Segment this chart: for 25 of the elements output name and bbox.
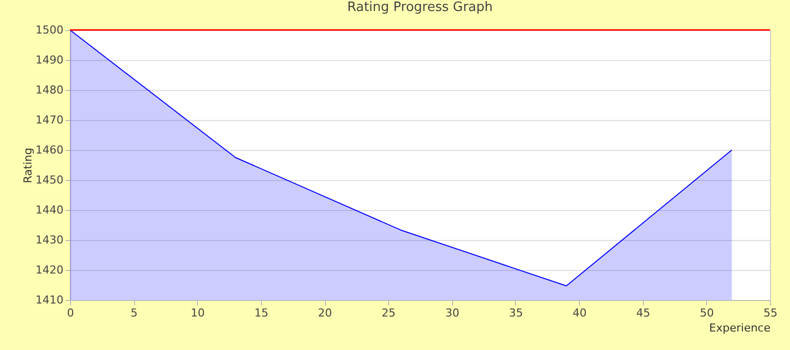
x-tick-label: 20 xyxy=(318,306,332,320)
x-tick-label: 50 xyxy=(700,306,714,320)
y-tick-label: 1450 xyxy=(36,174,64,186)
x-axis-title: Experience xyxy=(709,322,771,334)
x-tick-label: 35 xyxy=(508,306,523,320)
y-tick-label: 1440 xyxy=(36,204,64,216)
x-tick-label: 45 xyxy=(636,306,650,320)
x-tick-label: 10 xyxy=(190,306,205,320)
y-tick-label: 1460 xyxy=(36,144,64,156)
y-tick-label: 1420 xyxy=(36,264,64,276)
chart-title: Rating Progress Graph xyxy=(347,0,493,15)
y-tick-label: 1490 xyxy=(36,54,64,66)
x-tick-label: 5 xyxy=(130,306,138,320)
y-tick-label: 1480 xyxy=(36,84,64,96)
x-tick-label: 25 xyxy=(382,306,396,320)
y-tick-label: 1470 xyxy=(36,114,64,126)
x-tick-label: 0 xyxy=(67,306,74,320)
x-tick-label: 55 xyxy=(764,306,778,320)
y-tick-label: 1410 xyxy=(36,294,64,306)
x-tick-label: 40 xyxy=(572,306,587,320)
x-tick-label: 15 xyxy=(254,306,268,320)
x-tick-label: 30 xyxy=(445,306,460,320)
y-tick-label: 1430 xyxy=(36,234,64,246)
y-axis-title: Rating xyxy=(22,148,35,184)
y-tick-label: 1500 xyxy=(36,24,64,36)
